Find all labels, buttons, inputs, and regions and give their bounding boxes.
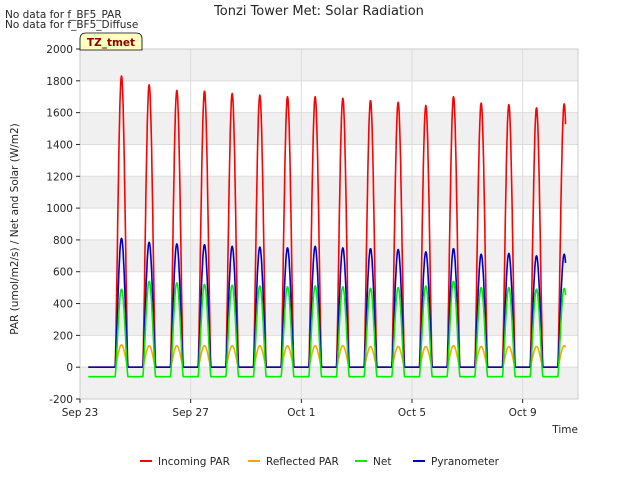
plot-frame [79,48,579,400]
background-band [80,367,578,399]
y-tick-labels: -200 0 200 400 600 800 1000 1200 1400 1600 1800 200… [46,44,80,406]
tz-tmet-label: TZ_tmet [87,37,135,49]
y-tick-label: 0 [66,362,73,374]
x-tick-label: Sep 27 [172,407,209,419]
y-tick-label: -200 [49,394,73,406]
y-tick-label: 1200 [46,171,73,183]
tz-tmet-annotation: TZ_tmet [79,32,143,51]
background-band [80,303,578,336]
legend: Incoming PAR Reflected PAR Net Pyranometer [140,456,500,468]
no-data-note-1: No data for f_BF5_PAR [5,9,122,21]
legend-label: Pyranometer [431,456,500,468]
y-tick-label: 800 [53,235,73,247]
background-bands [80,49,578,399]
y-tick-label: 200 [53,330,73,342]
y-tick-label: 2000 [46,44,73,56]
y-tick-label: 1600 [46,108,73,120]
x-tick-label: Sep 23 [62,407,99,419]
legend-label: Net [373,456,391,468]
legend-label: Incoming PAR [158,456,230,468]
background-band [80,176,578,209]
y-axis-label: PAR (umol/m2/s) / Net and Solar (W/m2) [9,123,21,335]
background-band [80,49,578,81]
x-tick-label: Oct 5 [398,407,426,419]
x-axis-label: Time [551,424,578,436]
plot-area [80,49,578,399]
y-tick-label: 600 [53,267,73,279]
no-data-note-2: No data for f_BF5_Diffuse [5,19,138,31]
y-tick-label: 400 [53,299,73,311]
series-lines [87,75,567,378]
background-band [80,112,578,145]
y-tick-label: 1400 [46,139,73,151]
chart-title: Tonzi Tower Met: Solar Radiation [213,4,424,19]
legend-label: Reflected PAR [266,456,339,468]
x-tick-label: Oct 9 [509,407,537,419]
background-band [80,239,578,272]
y-tick-label: 1000 [46,203,73,215]
y-tick-label: 1800 [46,76,73,88]
series-line-pyranometer [87,237,567,368]
series-line-net [87,280,567,378]
x-tick-label: Oct 1 [287,407,315,419]
x-tick-labels: Sep 23 Sep 27 Oct 1 Oct 5 Oct 9 [62,399,537,419]
